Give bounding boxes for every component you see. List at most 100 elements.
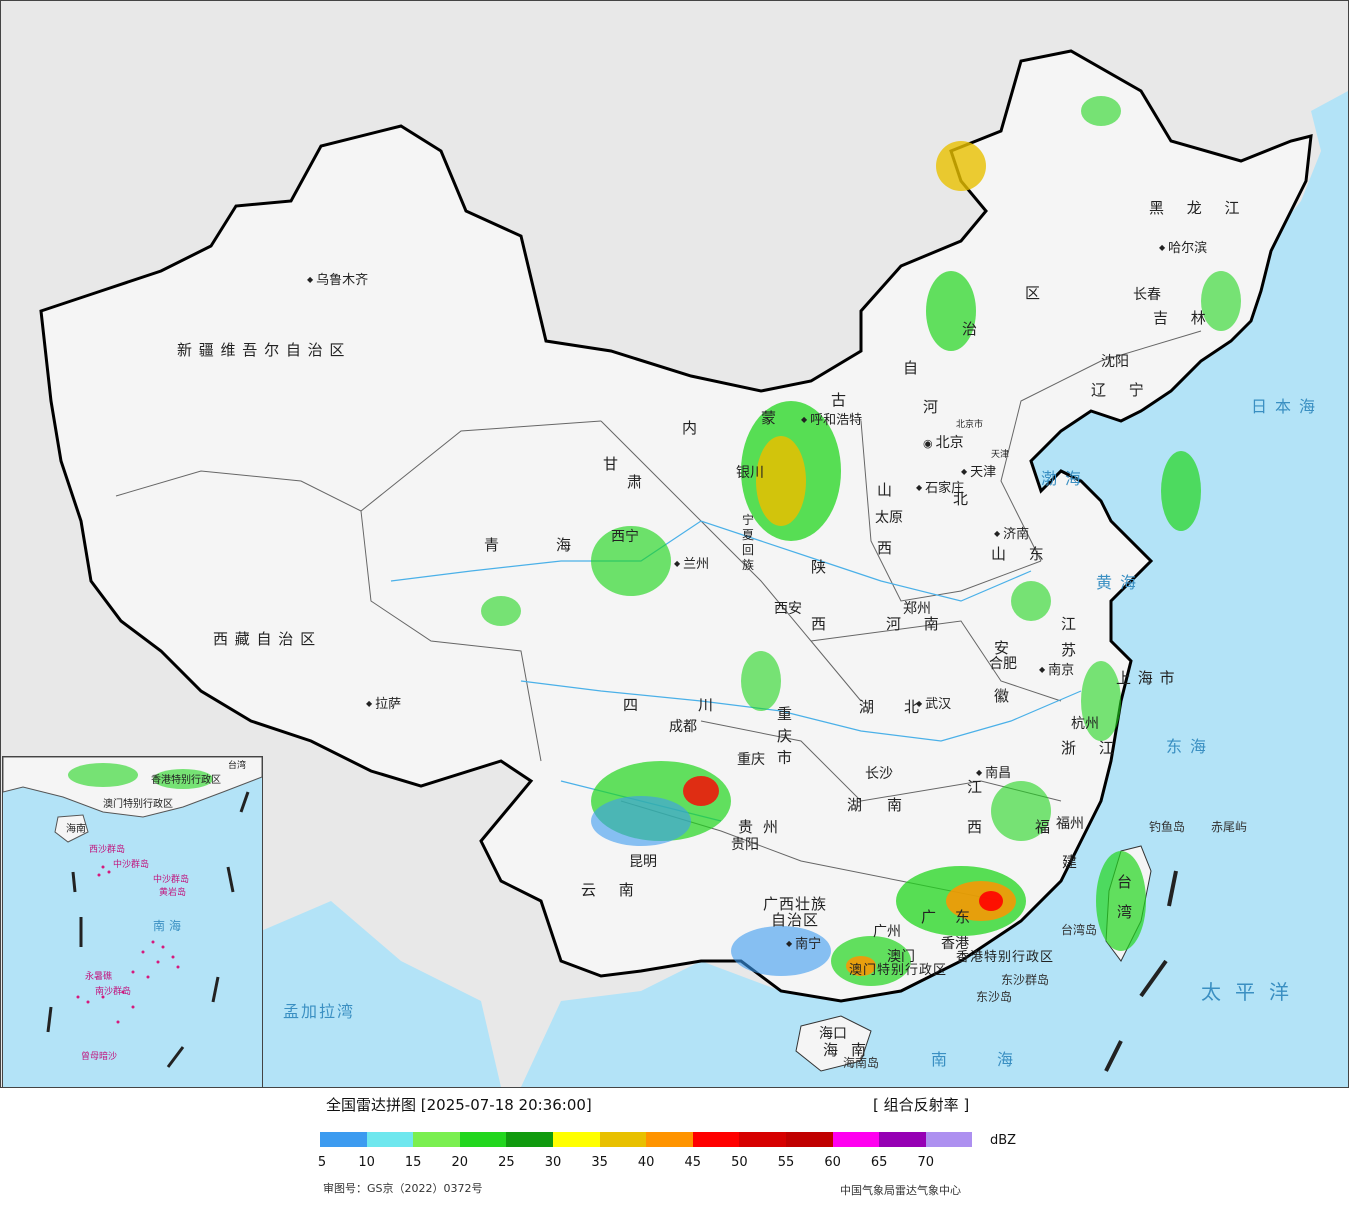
prov-hainan: 海 (823, 1041, 840, 1059)
prov-shanxi: 山 (877, 481, 894, 499)
prov-nmg-3: 古 (831, 391, 848, 409)
city-zhengzhou: 郑州 (903, 601, 931, 617)
legend-tick: 35 (591, 1155, 608, 1170)
legend-tick: 70 (917, 1155, 935, 1170)
legend-swatch (506, 1132, 553, 1147)
city-fuzhou: 福州 (1056, 816, 1084, 832)
legend-tick: 25 (498, 1155, 515, 1170)
inset-xisha: 西沙群岛 (89, 845, 126, 855)
city-tianjin-city: 天津 (991, 450, 1010, 460)
legend-swatch (692, 1132, 740, 1147)
prov-hubei: 湖 (859, 698, 876, 716)
prov-sichuan: 四 (623, 696, 640, 714)
inset-huangyan: 黄岩岛 (159, 888, 187, 898)
prov-guangxi-2: 自治区 (771, 911, 820, 929)
prov-henan: 河 南 (886, 615, 948, 633)
city-changsha: 长沙 (865, 766, 893, 782)
prov-shanxi-2: 西 (877, 539, 894, 557)
city-nanchang: 南昌 (976, 762, 1011, 781)
city-macao: 澳门 (887, 949, 915, 965)
prov-fujian: 福 (1035, 818, 1052, 836)
sea-pacific: 太平洋 (1201, 980, 1303, 1004)
inset-yongshu: 永暑礁 (85, 972, 113, 982)
prov-jiangsu-2: 苏 (1061, 641, 1078, 659)
prov-ningxia-4: 族 (742, 558, 756, 572)
city-kunming: 昆明 (629, 854, 657, 870)
legend-title: 全国雷达拼图 [2025-07-18 20:36:00] (326, 1096, 592, 1114)
inset-islets (76, 865, 180, 1024)
prov-qinghai: 青 (484, 536, 501, 554)
legend-tick: 40 (637, 1155, 655, 1170)
legend-tick: 10 (358, 1155, 375, 1170)
prov-anhui-2: 徽 (994, 687, 1011, 705)
prov-hainan-2: 南 (851, 1041, 868, 1059)
prov-ningxia-1: 宁 (742, 513, 756, 527)
legend-swatch (832, 1132, 880, 1147)
legend-unit: dBZ (990, 1133, 1017, 1148)
city-hohhot: 呼和浩特 (801, 409, 862, 428)
legend-swatch (320, 1132, 367, 1147)
prov-macao-sar: 澳门特别行政区 (849, 963, 948, 978)
city-xian: 西安 (774, 601, 802, 617)
province-boundaries (115, 330, 1202, 902)
sea-east: 东海 (1166, 737, 1215, 756)
prov-taiwan-2: 湾 (1117, 903, 1134, 921)
city-nanjing: 南京 (1039, 659, 1074, 678)
city-urumqi: 乌鲁木齐 (307, 269, 368, 288)
prov-hebei-2: 北 (953, 490, 970, 508)
inset-zhongsha-2: 中沙群岛 (153, 875, 190, 885)
prov-guizhou: 贵 (738, 818, 755, 836)
prov-liaoning: 辽 宁 (1091, 381, 1153, 399)
prov-jiangsu: 江 (1061, 615, 1078, 633)
city-chengdu: 成都 (669, 719, 697, 735)
inset-sea: 南海 (153, 919, 186, 933)
inset-zengmu: 曾母暗沙 (81, 1052, 118, 1062)
legend-source: 中国气象局雷达气象中心 (840, 1184, 961, 1197)
prov-shaanxi-2: 西 (811, 615, 828, 633)
prov-jiangxi-2: 西 (967, 818, 984, 836)
island-chiwei: 赤尾屿 (1211, 820, 1248, 834)
legend-swatch (646, 1132, 693, 1147)
city-jinan: 济南 (994, 523, 1029, 542)
city-hangzhou: 杭州 (1071, 716, 1099, 732)
prov-tibet: 西 藏 自 治 区 (213, 630, 317, 648)
prov-nmg-4: 自 (903, 359, 920, 377)
sea-bengal: 孟加拉湾 (283, 1002, 356, 1021)
city-shijiazhuang: 石家庄 (916, 477, 964, 496)
prov-xinjiang: 新 疆 维 吾 尔 自 治 区 (177, 341, 346, 359)
city-haikou: 海口 (819, 1026, 847, 1042)
radar-map: 乌鲁木齐 拉萨 呼和浩特 北京 北京市 天津 天津 石家庄 太原 济南 银川 兰… (0, 0, 1349, 1088)
legend-tick: 60 (824, 1155, 841, 1170)
prov-qinghai-2: 海 (556, 536, 573, 554)
legend-swatch (552, 1132, 600, 1147)
city-hefei: 合肥 (989, 656, 1017, 672)
legend-tick: 5 (317, 1155, 327, 1170)
city-lanzhou: 兰州 (674, 553, 709, 572)
prov-zhejiang: 浙 江 (1061, 739, 1123, 757)
city-harbin: 哈尔滨 (1159, 237, 1207, 256)
prov-gansu-2: 肃 (627, 473, 644, 491)
city-guiyang: 贵阳 (731, 837, 759, 853)
prov-guangxi-1: 广西壮族 (763, 895, 828, 913)
city-taiyuan: 太原 (875, 510, 903, 526)
city-xining: 西宁 (611, 529, 639, 545)
south-china-sea-inset: 南海 台湾 香港特别行政区 澳门特别行政区 海南 西沙群岛 中沙群岛 黄岩岛 南… (2, 756, 263, 1087)
legend: 全国雷达拼图 [2025-07-18 20:36:00] [ 组合反射率 ] d… (0, 1088, 1349, 1208)
city-chongqing: 重庆 (737, 752, 765, 768)
island-diaoyu: 钓鱼岛 (1149, 820, 1186, 834)
prov-sichuan-2: 川 (698, 696, 715, 714)
legend-tick: 20 (451, 1155, 469, 1170)
legend-tick: 50 (731, 1155, 748, 1170)
prov-guizhou-2: 州 (763, 818, 780, 836)
inset-taiwan: 台湾 (228, 761, 247, 771)
city-hongkong: 香港 (941, 936, 969, 952)
boundary-dashes (1104, 870, 1178, 1072)
legend-swatch (459, 1132, 507, 1147)
inset-macao: 澳门特别行政区 (103, 799, 173, 810)
inset-dashes (46, 791, 250, 1068)
legend-tick: 55 (777, 1155, 795, 1170)
sea-yellow: 黄海 (1096, 573, 1145, 592)
legend-tick: 45 (684, 1155, 702, 1170)
legend-swatch (879, 1132, 926, 1147)
legend-approval: 审图号：GS京（2022）0372号 (323, 1182, 483, 1195)
